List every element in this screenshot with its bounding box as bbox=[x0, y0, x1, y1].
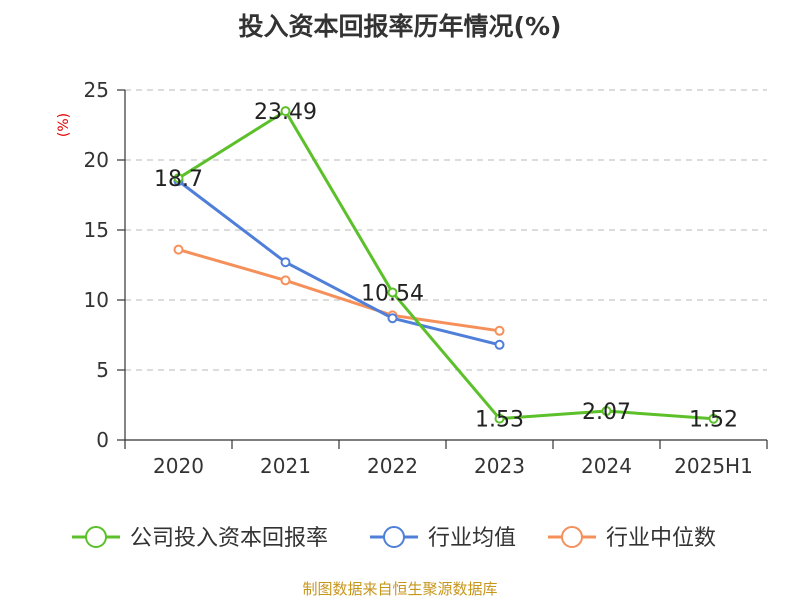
series-line bbox=[178, 248, 500, 333]
data-label: 18.7 bbox=[154, 167, 203, 192]
data-point bbox=[601, 406, 612, 417]
legend-swatch-marker bbox=[85, 526, 107, 548]
y-tick-label: 5 bbox=[96, 358, 109, 382]
data-point bbox=[173, 173, 184, 184]
series-2 bbox=[173, 244, 505, 336]
y-tick-label: 15 bbox=[84, 218, 109, 242]
gridlines bbox=[125, 89, 767, 371]
y-tick-label: 0 bbox=[96, 428, 109, 452]
chart-title: 投入资本回报率历年情况(%) bbox=[239, 12, 562, 41]
data-point bbox=[494, 339, 505, 350]
series-lines bbox=[173, 106, 719, 424]
data-label: 1.53 bbox=[475, 408, 524, 433]
data-point bbox=[280, 275, 291, 286]
legend-item-0: 公司投入资本回报率 bbox=[72, 526, 328, 551]
legend-item-1: 行业均值 bbox=[370, 526, 516, 551]
y-tick-label: 25 bbox=[84, 78, 109, 102]
x-tick-label: 2023 bbox=[474, 454, 525, 478]
data-point bbox=[387, 313, 398, 324]
data-label: 23.49 bbox=[254, 100, 317, 125]
legend-swatch-marker bbox=[561, 526, 583, 548]
axes: 0 5 10 15 20 25 2020 2021 2022 2023 2024 2025H1 bbox=[84, 78, 768, 478]
y-tick-label: 10 bbox=[84, 288, 109, 312]
data-label: 2.07 bbox=[582, 400, 631, 425]
data-point bbox=[173, 244, 184, 255]
x-tick-label: 2025H1 bbox=[674, 454, 753, 478]
data-labels: 18.7 23.49 10.54 1.53 2.07 1.52 bbox=[154, 100, 738, 433]
data-label: 1.52 bbox=[689, 408, 738, 433]
x-tick-label: 2021 bbox=[260, 454, 311, 478]
y-tick-label: 20 bbox=[84, 148, 109, 172]
series-1 bbox=[173, 176, 505, 350]
data-label: 10.54 bbox=[361, 281, 424, 306]
series-0 bbox=[173, 106, 719, 424]
legend-label: 公司投入资本回报率 bbox=[130, 526, 328, 551]
x-tick-label: 2022 bbox=[367, 454, 418, 478]
legend-item-2: 行业中位数 bbox=[548, 526, 716, 551]
legend-label: 行业中位数 bbox=[606, 526, 716, 551]
legend-swatch-marker bbox=[383, 526, 405, 548]
data-point bbox=[494, 325, 505, 336]
x-tick-label: 2020 bbox=[153, 454, 204, 478]
data-point bbox=[494, 413, 505, 424]
data-point bbox=[708, 413, 719, 424]
legend-label: 行业均值 bbox=[428, 526, 516, 551]
legend: 公司投入资本回报率 行业均值 行业中位数 bbox=[72, 526, 716, 551]
data-point bbox=[280, 257, 291, 268]
y-axis-unit-label: (%) bbox=[56, 113, 72, 137]
source-note: 制图数据来自恒生聚源数据库 bbox=[302, 580, 497, 598]
series-line bbox=[177, 109, 714, 421]
data-point bbox=[280, 106, 291, 117]
series-line bbox=[177, 179, 500, 347]
x-tick-label: 2024 bbox=[581, 454, 632, 478]
data-point bbox=[387, 287, 398, 298]
